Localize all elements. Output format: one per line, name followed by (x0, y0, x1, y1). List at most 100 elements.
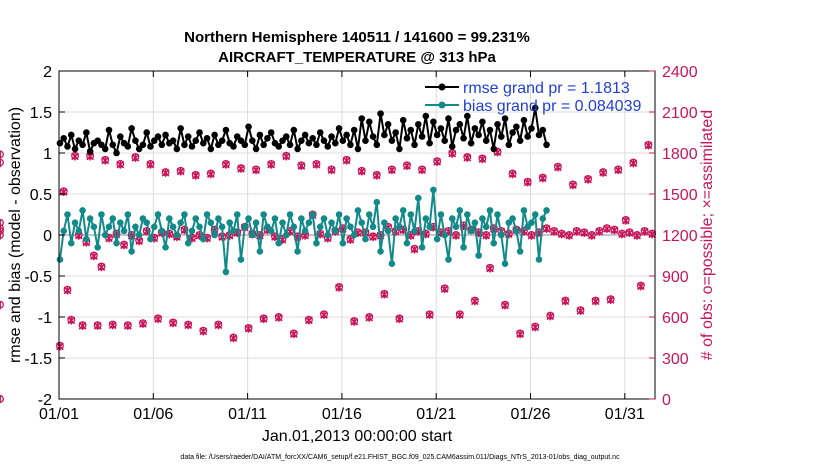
obs-assimilated-point (629, 159, 638, 168)
bias-point (98, 211, 105, 218)
rmse-point (282, 133, 290, 140)
obs-assimilated-point (482, 231, 491, 240)
rmse-point (535, 131, 543, 139)
rmse-point (524, 133, 531, 140)
rmse-point (445, 115, 452, 122)
bias-point (286, 211, 294, 218)
obs-assimilated-point (135, 237, 144, 246)
rmse-point (101, 145, 109, 153)
obs-assimilated-point (610, 226, 619, 235)
bias-point (271, 215, 279, 222)
rmse-point (354, 145, 362, 153)
rmse-point (339, 137, 347, 144)
obs-assimilated-point (538, 174, 547, 183)
obs-assimilated-point (56, 342, 64, 351)
obs-assimilated-point (542, 224, 551, 233)
y2-tick-label: 600 (662, 310, 689, 327)
obs-assimilated-point (618, 230, 626, 239)
bias-point (282, 231, 290, 239)
rmse-point (350, 126, 358, 134)
obs-assimilated-point (587, 231, 596, 240)
bias-point (497, 231, 505, 239)
x-tick-label: 01/01 (39, 406, 79, 423)
obs-assimilated-point (648, 230, 657, 239)
obs-assimilated-point (557, 230, 566, 239)
rmse-point (414, 121, 422, 128)
bias-point (320, 215, 328, 222)
rmse-point (441, 137, 449, 144)
rmse-point (177, 125, 184, 132)
rmse-point (411, 141, 418, 149)
rmse-point (399, 116, 407, 124)
obs-assimilated-point (365, 313, 374, 322)
obs-assimilated-point (97, 263, 106, 272)
y-axis-label: rmse and bias (model - observation) (7, 107, 24, 363)
obs-assimilated-point (154, 314, 162, 324)
rmse-point (464, 112, 471, 120)
rmse-point (256, 131, 264, 139)
legend-bias-label: bias grand pr = 0.084039 (463, 98, 641, 115)
x-tick-label: 01/11 (228, 406, 267, 423)
rmse-point (543, 141, 550, 149)
rmse-point (260, 141, 267, 149)
rmse-point (437, 125, 445, 132)
obs-assimilated-point (640, 227, 649, 236)
rmse-point (347, 141, 354, 149)
rmse-point (116, 133, 124, 140)
obs-assimilated-point (93, 321, 102, 330)
obs-assimilated-point (71, 152, 79, 161)
bias-point (79, 207, 86, 214)
bias-point (482, 223, 490, 231)
bias-point (422, 215, 430, 222)
y-tick-label: -1 (38, 310, 52, 327)
legend-rmse-marker (438, 83, 446, 91)
rmse-point (298, 137, 305, 144)
rmse-point (192, 137, 200, 144)
chart-subtitle: AIRCRAFT_TEMPERATURE @ 313 hPa (218, 49, 496, 66)
bias-point (433, 235, 441, 243)
obs-assimilated-point (372, 171, 381, 180)
rmse-point (426, 139, 433, 147)
bias-point (460, 244, 467, 251)
obs-possible-point (0, 395, 4, 403)
obs-assimilated-point (471, 297, 479, 306)
obs-possible-point (0, 218, 4, 227)
rmse-point (199, 139, 207, 147)
rmse-point (109, 141, 117, 149)
rmse-point (520, 116, 528, 124)
obs-assimilated-point (554, 163, 562, 172)
obs-assimilated-point (644, 141, 653, 150)
bias-point (452, 223, 460, 231)
obs-assimilated-point (312, 160, 321, 169)
obs-assimilated-point (146, 160, 155, 169)
bias-point (218, 223, 226, 231)
obs-assimilated-point (561, 297, 570, 306)
y2-tick-label: 1500 (662, 187, 698, 204)
obs-assimilated-point (327, 165, 336, 175)
bias-point (490, 239, 498, 247)
obs-assimilated-point (388, 165, 396, 175)
bias-point (467, 227, 475, 235)
obs-assimilated-point (603, 224, 611, 233)
y-tick-label: -0.5 (24, 269, 52, 286)
bias-point (135, 231, 143, 239)
bias-point (426, 223, 433, 231)
bias-point (369, 223, 377, 231)
bias-point (275, 239, 283, 247)
bias-point (181, 211, 188, 218)
rmse-point (531, 104, 539, 112)
obs-assimilated-point (418, 165, 426, 175)
rmse-point (362, 137, 369, 144)
bias-point (535, 256, 543, 263)
rmse-point (196, 129, 203, 136)
bias-point (384, 227, 392, 235)
rmse-point (211, 131, 218, 139)
bias-point (207, 219, 215, 226)
bias-point (196, 223, 203, 231)
rmse-point (83, 129, 90, 136)
obs-assimilated-point (580, 228, 589, 238)
bias-point (116, 219, 124, 226)
bias-point (448, 215, 456, 222)
x-tick-label: 01/31 (605, 406, 645, 423)
legend-bias-marker (438, 101, 446, 109)
